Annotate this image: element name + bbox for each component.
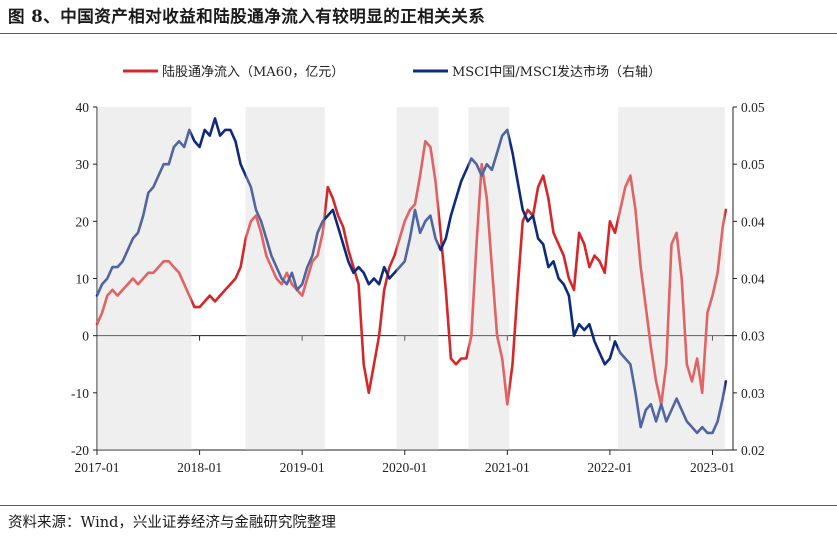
x-tick-label: 2019-01 (280, 460, 325, 475)
right-tick-label: 0.05 (741, 157, 765, 172)
bottom-divider (0, 505, 837, 506)
x-tick-label: 2018-01 (177, 460, 222, 475)
shade-overlay-0 (97, 107, 192, 450)
shaded-period-2 (396, 107, 439, 450)
left-tick-label: 40 (76, 100, 90, 115)
left-tick-label: 30 (76, 157, 90, 172)
left-tick-label: 10 (76, 272, 90, 287)
x-tick-label: 2017-01 (75, 460, 120, 475)
right-tick-label: 0.03 (741, 386, 765, 401)
right-tick-label: 0.04 (741, 272, 765, 287)
series-lines (95, 107, 728, 450)
shade-overlay (97, 107, 725, 450)
chart: -20 -10 0 10 20 30 40 0.02 0.03 0.03 0.04 0.04 0.05 0… (71, 64, 765, 475)
shade-overlay-1 (245, 107, 325, 450)
legend-label-inflow: 陆股通净流入（MA60，亿元） (162, 64, 344, 80)
legend: 陆股通净流入（MA60，亿元） MSCI中国/MSCI发达市场（右轴） (123, 64, 661, 80)
legend-label-msci: MSCI中国/MSCI发达市场（右轴） (452, 64, 661, 80)
x-tick-label: 2020-01 (382, 460, 427, 475)
shade-overlay-2 (396, 107, 439, 450)
left-tick-label: -10 (71, 386, 89, 401)
x-tick-label: 2022-01 (587, 460, 632, 475)
top-divider (0, 33, 837, 34)
right-tick-label: 0.04 (741, 214, 765, 229)
x-tick-label: 2021-01 (485, 460, 530, 475)
left-tick-label: 20 (76, 214, 90, 229)
x-tick-label: 2023-01 (690, 460, 735, 475)
figure-title: 图 8、中国资产相对收益和陆股通净流入有较明显的正相关关系 (8, 7, 486, 26)
shade-overlay-4 (618, 107, 725, 450)
shade-overlay-3 (468, 107, 510, 450)
series-line-inflow (95, 140, 728, 406)
axes: -20 -10 0 10 20 30 40 0.02 0.03 0.03 0.04 0.04 0.05 0… (71, 100, 765, 475)
right-tick-label: 0.05 (741, 100, 765, 115)
series-line-msci-ratio (95, 117, 728, 435)
left-tick-label: -20 (71, 443, 89, 458)
source-note: 资料来源：Wind，兴业证券经济与金融研究院整理 (8, 515, 336, 531)
right-tick-label: 0.02 (741, 443, 765, 458)
right-tick-label: 0.03 (741, 329, 765, 344)
left-tick-label: 0 (82, 329, 89, 344)
